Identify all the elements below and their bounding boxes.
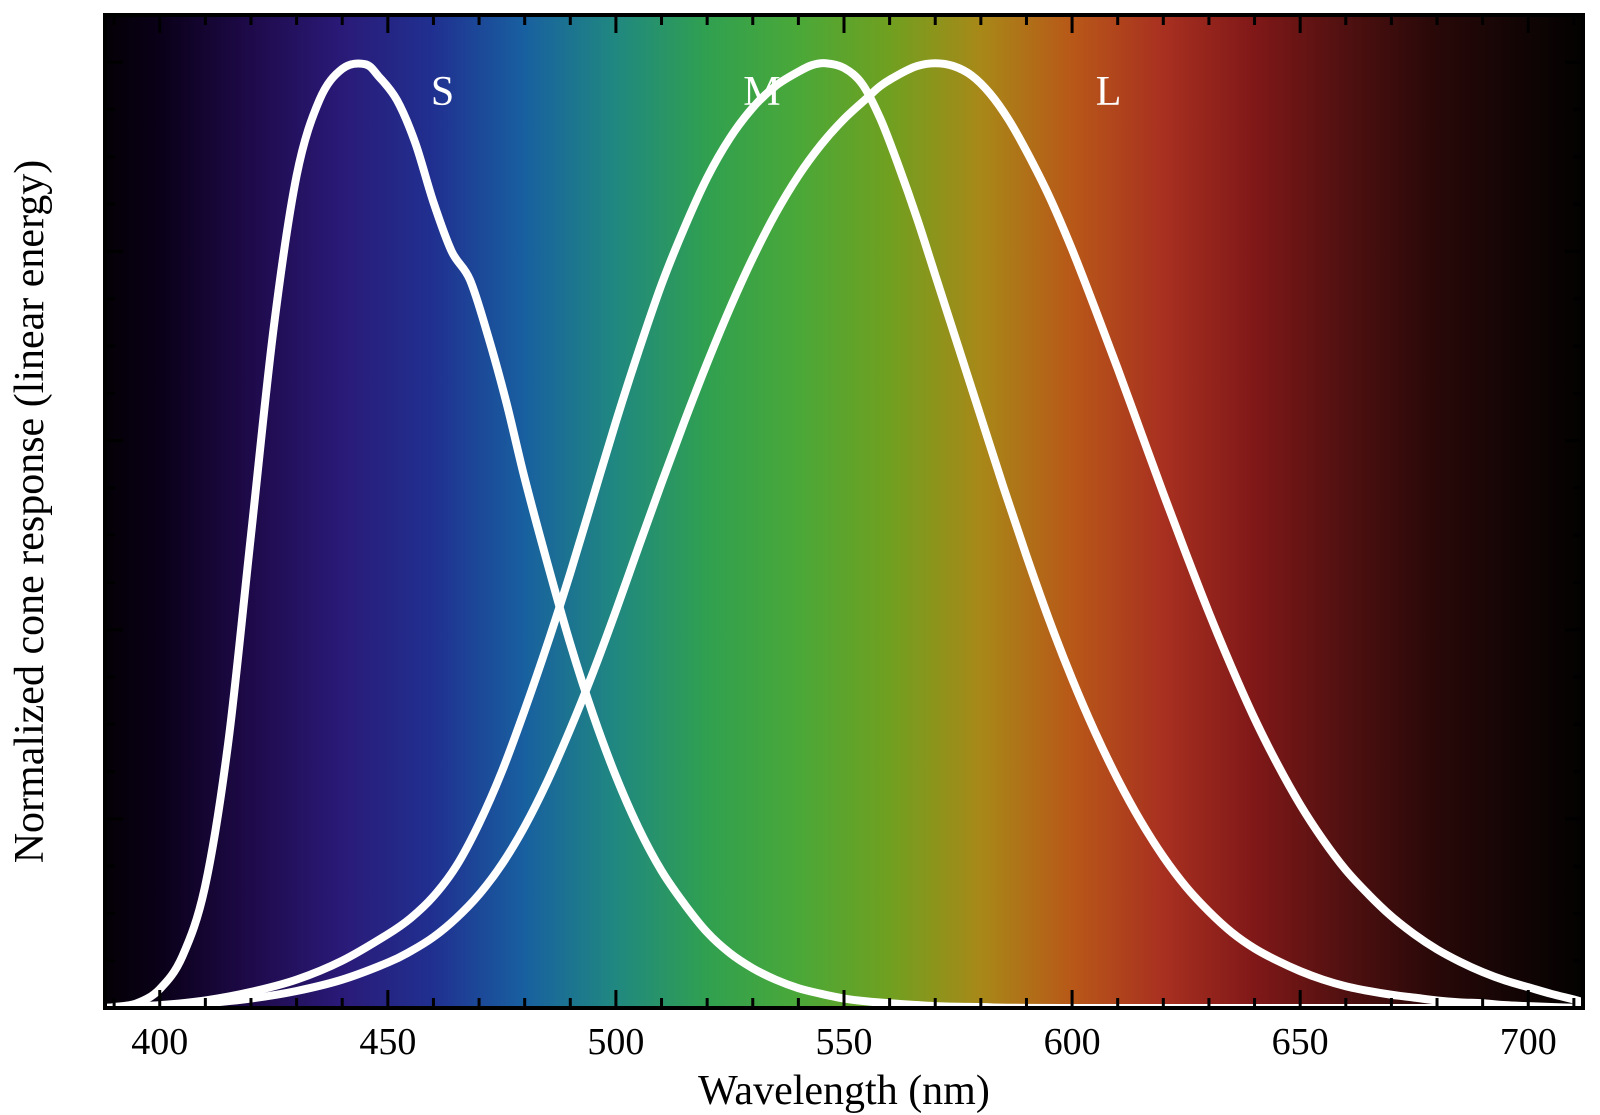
chart-svg: S M L 400 450 500 550 600 650 700 Wavelength (nm) N… [0,0,1600,1115]
xtick-label: 450 [359,1021,416,1063]
xtick-label: 550 [816,1021,873,1063]
xtick-label: 500 [587,1021,644,1063]
xtick-label: 400 [131,1021,188,1063]
xtick-label: 700 [1500,1021,1557,1063]
xtick-label: 600 [1044,1021,1101,1063]
curve-label-S: S [431,69,454,115]
cone-response-chart: S M L 400 450 500 550 600 650 700 Wavelength (nm) N… [0,0,1600,1115]
curve-label-M: M [743,69,780,115]
spectrum-background [105,15,1583,1008]
y-axis-label: Normalized cone response (linear energy) [7,160,53,864]
curve-label-L: L [1096,69,1122,115]
x-axis-label: Wavelength (nm) [698,1068,990,1114]
xtick-label: 650 [1272,1021,1329,1063]
